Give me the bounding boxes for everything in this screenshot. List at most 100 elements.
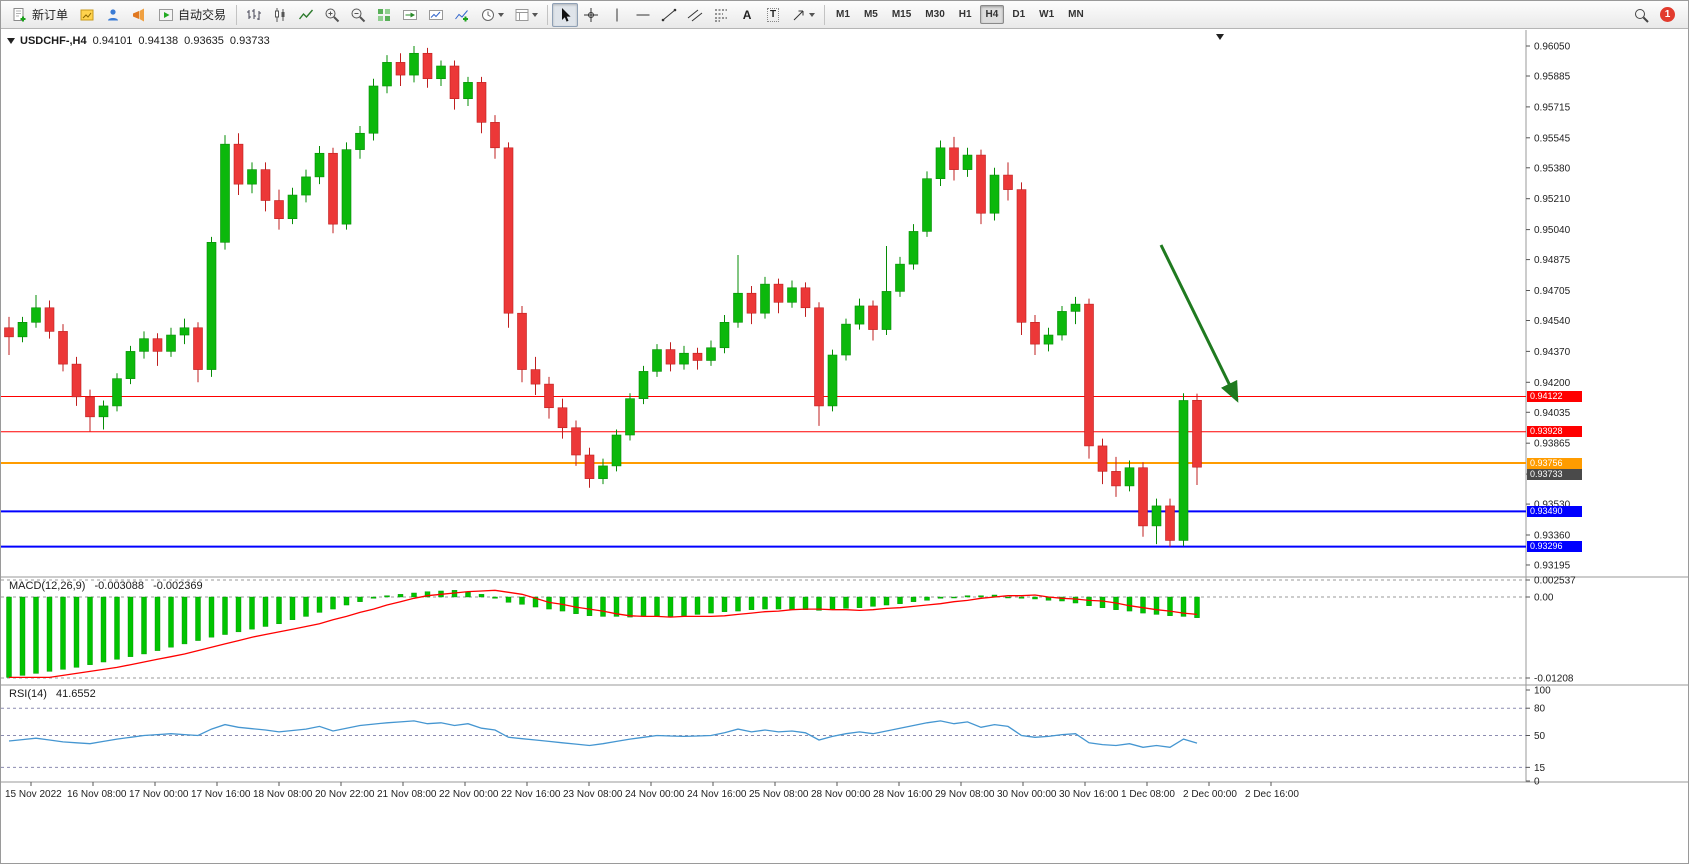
market-watch-button[interactable]	[74, 3, 100, 27]
macd-histogram-bar	[519, 596, 525, 605]
fibonacci-tool-button[interactable]	[708, 3, 734, 27]
price-axis-label: 0.94200	[1534, 378, 1571, 389]
macd-histogram-bar	[100, 596, 107, 663]
macd-histogram-bar	[60, 596, 66, 670]
candle-body	[976, 154, 986, 214]
candle-body	[4, 327, 14, 338]
macd-histogram-bar	[384, 595, 390, 598]
macd-histogram-bar	[1194, 596, 1200, 618]
trendline-tool-button[interactable]	[656, 3, 682, 27]
macd-histogram-bar	[1018, 596, 1025, 599]
clock-icon	[482, 8, 495, 21]
timeframe-mn[interactable]: MN	[1068, 9, 1084, 20]
auto-trading-icon	[159, 8, 174, 21]
candle-body	[611, 434, 622, 467]
timeframe-m15[interactable]: M15	[891, 9, 912, 20]
indicators-button[interactable]	[449, 3, 475, 27]
periods-dropdown-button[interactable]	[475, 3, 509, 27]
bar-chart-icon	[247, 8, 262, 20]
candle-body	[584, 454, 595, 479]
time-axis-label: 2 Dec 00:00	[1183, 789, 1237, 800]
candle-body	[733, 292, 743, 323]
text-label-tool-button[interactable]: T	[760, 3, 786, 27]
high-value: 0.94138	[138, 35, 179, 47]
time-axis-label: 29 Nov 08:00	[935, 789, 995, 800]
search-button[interactable]	[1628, 3, 1654, 27]
candlestick-chart-icon	[275, 7, 285, 22]
macd-histogram-bar	[978, 595, 984, 598]
chevron-down-icon	[498, 12, 505, 17]
timeframe-h1[interactable]: H1	[958, 9, 972, 20]
candle-body	[125, 351, 136, 379]
candle-body	[449, 65, 460, 100]
fibonacci-icon	[715, 9, 728, 21]
data-window-button[interactable]	[100, 3, 126, 27]
macd-axis-label: -0.01208	[1534, 673, 1574, 684]
timeframe-h4[interactable]: H4	[979, 5, 1005, 24]
auto-scroll-button[interactable]	[397, 3, 423, 27]
macd-histogram-bar	[600, 596, 606, 617]
price-axis-label: 0.95545	[1534, 133, 1571, 144]
toolbar-separator	[236, 4, 238, 25]
arrows-dropdown-button[interactable]	[786, 3, 820, 27]
new-order-button[interactable]: 新订单	[6, 3, 74, 27]
zoom-out-button[interactable]	[345, 3, 371, 27]
candle-body	[679, 352, 689, 365]
chart-shift-button[interactable]	[423, 3, 449, 27]
candle-body	[598, 465, 608, 479]
candle-body	[166, 334, 176, 352]
timeframe-m30[interactable]: M30	[925, 9, 945, 20]
candlestick-chart-button[interactable]	[267, 3, 293, 27]
timeframe-w1[interactable]: W1	[1039, 9, 1055, 20]
candle-body	[355, 132, 365, 150]
candle-body	[301, 176, 311, 196]
candle-body	[517, 312, 527, 370]
notification-badge[interactable]: 1	[1660, 7, 1675, 22]
line-chart-button[interactable]	[293, 3, 319, 27]
arrow-shape-icon	[793, 10, 804, 20]
text-tool-button[interactable]: A	[734, 3, 760, 27]
zoom-in-button[interactable]	[319, 3, 345, 27]
timeframe-m1[interactable]: M1	[836, 9, 850, 20]
timeframe-d1[interactable]: D1	[1012, 9, 1026, 20]
candle-body	[409, 52, 419, 76]
one-click-trading-toggle[interactable]	[7, 38, 15, 45]
toolbar-separator	[547, 4, 549, 25]
candle-body	[881, 291, 892, 330]
candle-body	[139, 338, 149, 352]
macd-histogram-bar	[411, 592, 417, 598]
time-axis-label: 24 Nov 00:00	[625, 789, 685, 800]
time-axis-label: 1 Dec 08:00	[1121, 789, 1175, 800]
vertical-line-tool-button[interactable]	[604, 3, 630, 27]
crosshair-tool-button[interactable]	[578, 3, 604, 27]
macd-histogram-bar	[667, 596, 674, 617]
horizontal-line-tool-button[interactable]	[630, 3, 656, 27]
macd-histogram-bar	[654, 596, 660, 617]
macd-histogram-bar	[370, 596, 377, 599]
channel-tool-button[interactable]	[682, 3, 708, 27]
timeframe-m5[interactable]: M5	[863, 9, 878, 20]
rsi-axis-label: 15	[1534, 763, 1546, 774]
macd-histogram-bar	[154, 596, 161, 651]
price-chart-svg[interactable]: 0.96050 0.95885 0.95715 0.95545 0.95380 0.952…	[1, 30, 1689, 864]
time-axis-label: 17 Nov 00:00	[129, 789, 189, 800]
trend-arrow-object[interactable]	[1159, 244, 1239, 403]
time-axis-label: 22 Nov 16:00	[501, 789, 561, 800]
macd-histogram-bar	[856, 596, 863, 608]
toolbar-separator	[824, 4, 826, 25]
search-icon	[1635, 8, 1649, 23]
auto-trading-button[interactable]: 自动交易	[152, 3, 232, 27]
chart-shift-marker[interactable]	[1216, 34, 1224, 40]
bar-chart-button[interactable]	[241, 3, 267, 27]
close-value: 0.93733	[229, 35, 270, 47]
price-axis-label: 0.94705	[1534, 286, 1571, 297]
macd-signal-line	[9, 589, 1198, 679]
templates-dropdown-button[interactable]	[509, 3, 543, 27]
tile-windows-button[interactable]	[371, 3, 397, 27]
alerts-button[interactable]	[126, 3, 152, 27]
price-axis-label: 0.95885	[1534, 71, 1571, 82]
macd-histogram-bar	[424, 591, 431, 598]
candle-body	[638, 371, 649, 399]
cursor-tool-button[interactable]	[552, 2, 579, 27]
macd-histogram-bar	[505, 596, 512, 603]
